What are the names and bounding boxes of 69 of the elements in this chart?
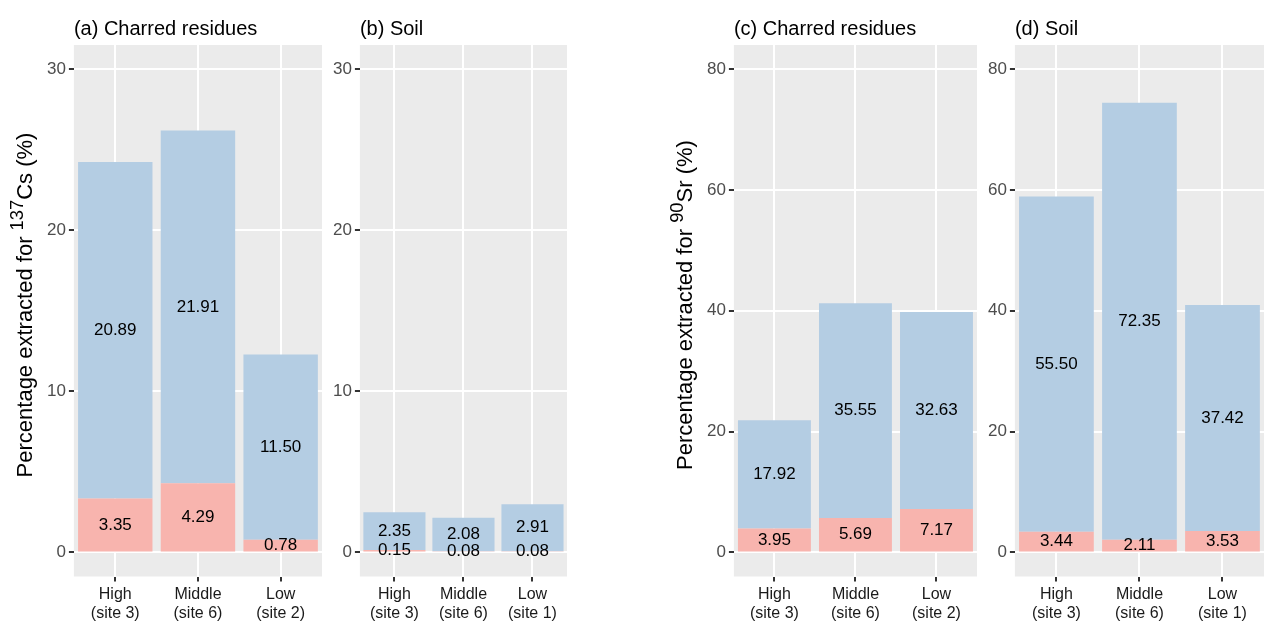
data-label: 3.95	[757, 529, 791, 549]
x-tick-label: Low (site 1)	[508, 584, 557, 621]
data-label: 55.50	[1035, 353, 1078, 373]
bar	[78, 161, 153, 499]
bar	[1019, 196, 1094, 532]
chart-title: (c) Charred residues	[733, 16, 917, 39]
y-tick-label: 20	[46, 219, 66, 239]
bar	[1102, 102, 1177, 540]
chart-title: (d) Soil	[1014, 16, 1079, 39]
y-tick-label: 30	[332, 58, 352, 78]
x-tick-label: High (site 3)	[1031, 584, 1081, 621]
y-tick-label: 60	[987, 179, 1007, 199]
y-tick-label: 80	[987, 58, 1007, 78]
y-tick-label: 0	[342, 542, 352, 562]
data-label: 21.91	[176, 296, 220, 316]
bar	[1185, 305, 1260, 532]
y-tick-label: 80	[706, 58, 726, 78]
y-tick-label: 60	[706, 179, 726, 199]
bar	[160, 130, 236, 484]
data-label: 0.78	[264, 535, 298, 555]
y-tick-label: 40	[987, 300, 1007, 320]
x-tick-label: Low (site 2)	[256, 584, 306, 621]
x-tick-label: Middle (site 6)	[1115, 584, 1164, 621]
y-tick-label: 10	[46, 381, 66, 401]
bar	[900, 509, 973, 552]
y-tick-label: 40	[706, 300, 726, 320]
y-tick-label: 0	[997, 542, 1007, 562]
bar	[160, 483, 236, 552]
x-tick-label: High (site 3)	[90, 584, 140, 621]
x-tick-label: High (site 3)	[749, 584, 799, 621]
data-label: 3.44	[1039, 531, 1073, 551]
y-tick-label: 30	[46, 58, 66, 78]
bar	[900, 312, 973, 510]
data-label: 2.91	[515, 517, 550, 537]
y-tick-label: 0	[716, 542, 726, 562]
y-tick-label: 20	[706, 421, 726, 441]
data-label: 20.89	[93, 319, 137, 339]
data-label: 7.17	[919, 519, 954, 539]
x-tick-label: Middle (site 6)	[831, 584, 880, 621]
data-label: 37.42	[1201, 407, 1244, 427]
y-tick-label: 20	[332, 219, 352, 239]
data-label: 4.29	[181, 507, 215, 527]
x-tick-label: Low (site 2)	[912, 584, 961, 621]
chart-title: (b) Soil	[359, 16, 424, 39]
y-tick-label: 20	[987, 421, 1007, 441]
data-label: 17.92	[753, 464, 796, 484]
x-tick-label: Middle (site 6)	[173, 584, 223, 621]
data-label: 72.35	[1118, 310, 1161, 330]
y-tick-label: 10	[332, 381, 352, 401]
data-label: 2.11	[1123, 535, 1156, 555]
data-label: 0.15	[377, 540, 411, 560]
bar	[737, 420, 811, 529]
x-tick-label: High (site 3)	[369, 584, 419, 621]
x-tick-label: Low (site 1)	[1198, 584, 1247, 621]
data-label: 2.35	[377, 520, 411, 540]
data-label: 3.53	[1205, 530, 1240, 550]
data-label: 0.08	[515, 540, 550, 560]
bar	[78, 498, 153, 552]
data-label: 5.69	[838, 524, 872, 544]
x-tick-label: Middle (site 6)	[439, 584, 488, 621]
data-label: 32.63	[915, 400, 958, 420]
bar	[243, 354, 318, 540]
bar	[818, 303, 892, 519]
y-tick-label: 0	[56, 542, 66, 562]
data-label: 11.50	[260, 436, 302, 456]
chart-title: (a) Charred residues	[73, 16, 258, 39]
data-label: 3.35	[98, 514, 132, 534]
data-label: 35.55	[834, 400, 877, 420]
bar	[818, 518, 892, 552]
